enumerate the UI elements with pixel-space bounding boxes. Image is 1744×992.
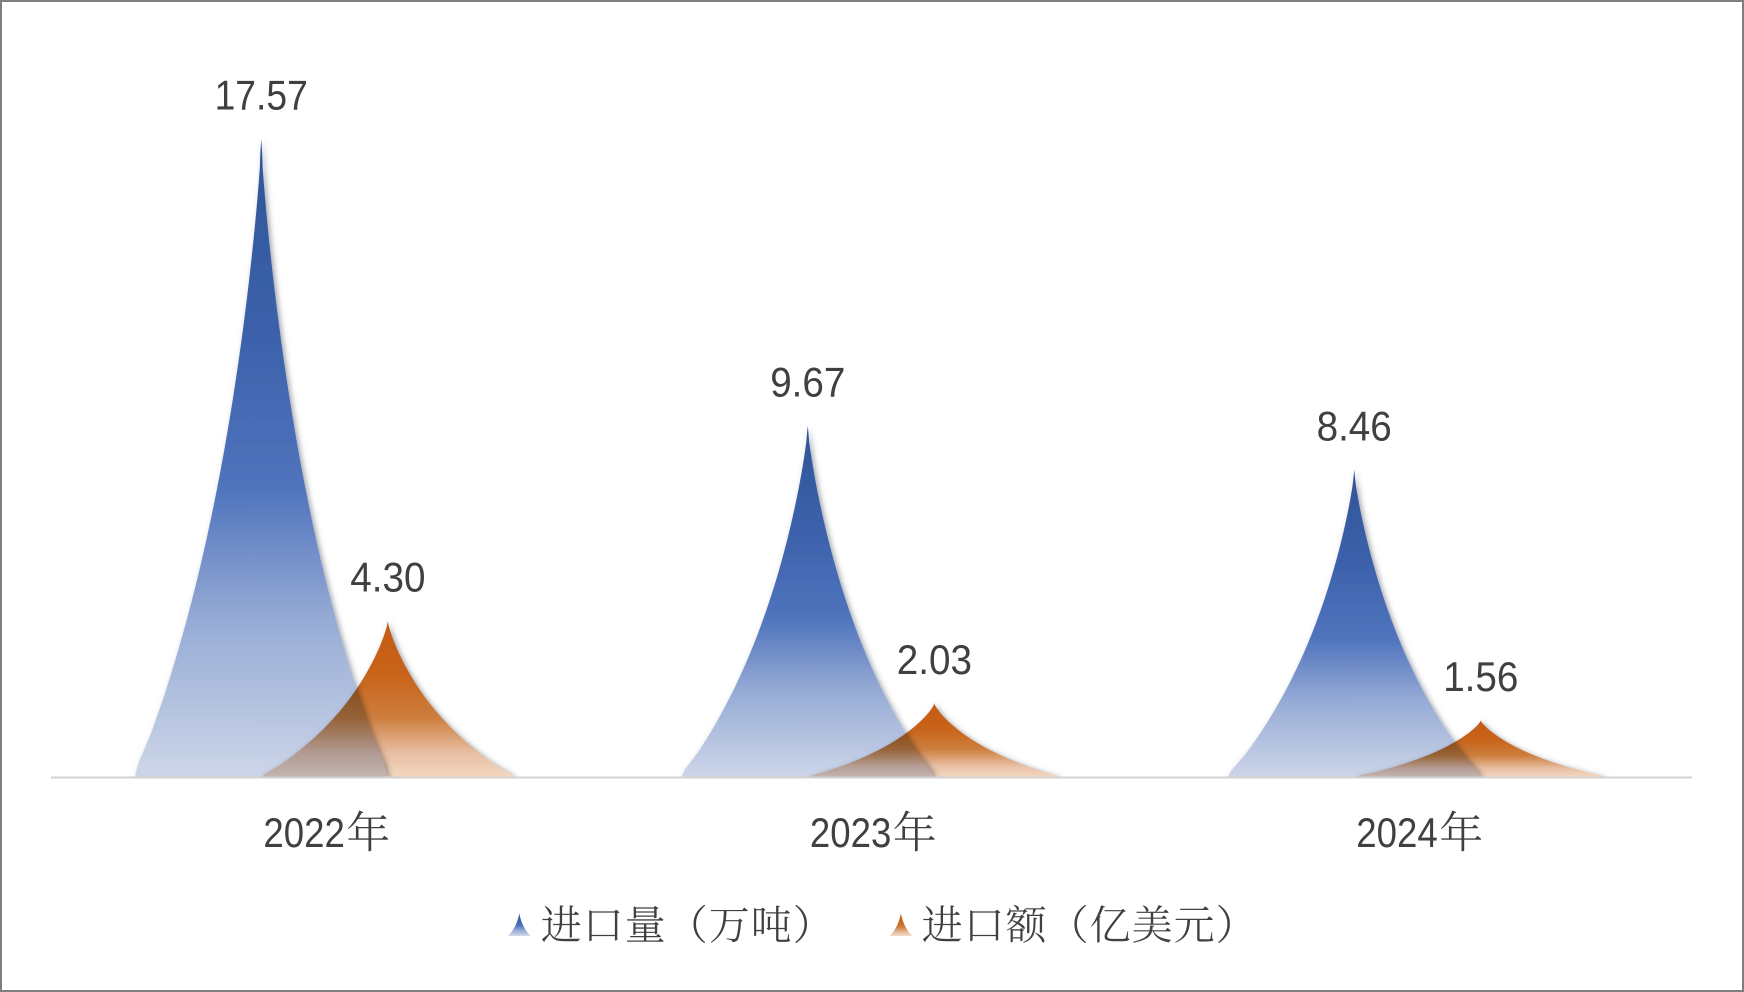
svg-text:4.30: 4.30 bbox=[350, 553, 425, 600]
svg-text:2.03: 2.03 bbox=[897, 636, 972, 683]
svg-text:2022: 2022 bbox=[263, 809, 344, 856]
svg-text:1.56: 1.56 bbox=[1443, 653, 1518, 700]
svg-text:9.67: 9.67 bbox=[770, 358, 845, 405]
svg-text:17.57: 17.57 bbox=[215, 72, 308, 119]
svg-text:2023: 2023 bbox=[810, 809, 891, 856]
svg-text:8.46: 8.46 bbox=[1317, 402, 1392, 449]
svg-text:2024: 2024 bbox=[1356, 809, 1437, 856]
